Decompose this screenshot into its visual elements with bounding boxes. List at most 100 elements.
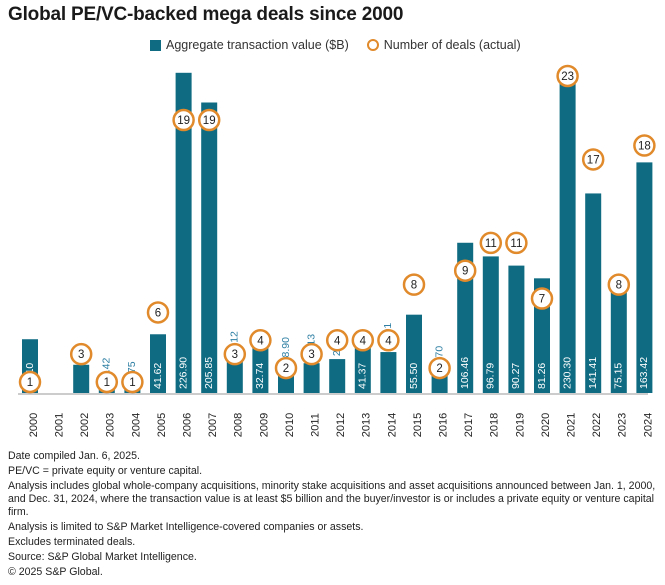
deal-count-marker [223,342,247,366]
x-tick-label: 2021 [566,413,578,437]
deal-count-marker [146,301,170,324]
note-methodology: Analysis includes global whole-company a… [8,480,656,518]
legend-circle-label: Number of deals (actual) [383,38,521,52]
legend-item-circles: Number of deals (actual) [366,38,521,52]
bar-value-label: 106.46 [459,357,471,389]
x-tick-label: 2003 [105,413,117,437]
note-date: Date compiled Jan. 6, 2025. [8,450,140,462]
bar-value-label: 226.90 [177,357,189,389]
deal-count-label: 1 [104,377,110,389]
bar-value-label: 205.85 [203,357,215,389]
bar-value-label: 81.26 [536,363,548,389]
deal-count-marker [428,356,451,380]
deal-count-marker [325,329,349,352]
deal-count-label: 4 [360,335,367,347]
x-tick-label: 2014 [386,413,398,437]
bar-2012 [329,359,346,393]
x-tick-label: 2011 [310,413,322,437]
bar-value-label: 41.37 [357,363,369,389]
x-tick-label: 2009 [258,413,270,437]
bar-2011 [303,363,320,393]
deal-count-label: 2 [283,363,289,375]
deal-count-marker [249,329,272,352]
x-tick-label: 2008 [233,413,245,437]
bar-value-label: 230.30 [561,357,573,389]
deal-count-label: 4 [385,335,392,347]
x-tick-label: 2010 [284,413,296,437]
bar-2005 [150,334,166,393]
bar-value-label: 18.90 [280,337,292,363]
bar-2006 [175,72,192,393]
x-tick-label: 2005 [156,413,168,437]
deal-count-marker [530,287,554,310]
deal-count-marker [377,329,400,352]
bar-value-label: 75.15 [613,363,625,389]
deal-count-label: 7 [539,294,545,306]
deal-count-label: 4 [257,335,264,347]
x-tick-label: 2022 [591,413,603,437]
bar-2002 [73,364,90,393]
x-tick-label: 2015 [412,413,424,437]
deal-count-label: 19 [203,115,216,127]
deal-count-label: 17 [587,154,600,166]
x-tick-label: 2013 [361,413,373,437]
deal-count-label: 11 [485,238,497,250]
deal-count-label: 3 [308,349,314,361]
x-tick-label: 2002 [79,413,91,437]
x-tick-label: 2019 [514,413,526,437]
deal-count-label: 11 [510,238,522,250]
note-definition: PE/VC = private equity or venture capita… [8,465,203,477]
deal-count-marker [581,148,605,171]
note-coverage: Analysis is limited to S&P Market Intell… [8,521,364,533]
x-tick-label: 2001 [54,413,66,437]
note-copyright: © 2025 S&P Global. [8,566,103,578]
deal-count-label: 18 [638,141,651,153]
x-tick-label: 2023 [617,413,629,437]
chart-notes: Date compiled Jan. 6, 2025. PE/VC = priv… [8,450,658,581]
x-tick-label: 2016 [438,413,450,437]
chart-legend: Aggregate transaction value ($B) Number … [150,38,539,52]
legend-item-bars: Aggregate transaction value ($B) [150,38,349,52]
deal-count-label: 19 [177,115,190,127]
deal-count-marker [505,231,528,255]
deal-count-marker [556,64,579,88]
x-tick-label: 2018 [489,413,501,437]
x-tick-label: 2024 [642,413,654,437]
bar-value-label: 32.74 [254,363,266,389]
deal-count-label: 9 [462,266,468,278]
deal-count-marker [607,273,631,296]
x-tick-label: 2012 [335,413,347,437]
x-tick-label: 2006 [182,413,194,437]
bar-2022 [585,193,602,393]
chart-title: Global PE/VC-backed mega deals since 200… [8,4,404,25]
deal-count-marker [479,231,503,255]
deal-count-marker [274,356,298,380]
bar-2018 [482,256,499,393]
bar-value-label: 41.62 [152,363,164,389]
bar-value-label: 141.41 [587,357,599,389]
legend-bar-label: Aggregate transaction value ($B) [166,38,349,52]
deal-count-label: 1 [129,377,135,389]
bar-2014 [380,352,397,393]
deal-count-label: 4 [334,335,341,347]
legend-circle-swatch [366,39,379,51]
bar-2023 [610,286,627,393]
bar-chart: 200038.10120012002320038.42120045.751200… [18,64,656,437]
deal-count-label: 23 [561,71,574,83]
deal-count-label: 6 [155,307,161,319]
deal-count-marker [197,108,221,132]
bar-value-label: 96.79 [485,363,497,389]
x-tick-label: 2004 [130,413,142,437]
deal-count-label: 1 [27,377,33,389]
deal-count-marker [69,342,93,366]
deal-count-label: 2 [436,363,442,375]
bar-2015 [406,314,422,393]
deal-count-label: 3 [78,349,84,361]
bar-value-label: 163.42 [638,357,650,389]
deal-count-marker [351,329,375,352]
bar-2021 [559,68,576,393]
deal-count-label: 3 [232,349,238,361]
bar-value-label: 55.50 [408,363,420,389]
deal-count-marker [453,259,477,282]
x-tick-label: 2007 [207,413,219,437]
